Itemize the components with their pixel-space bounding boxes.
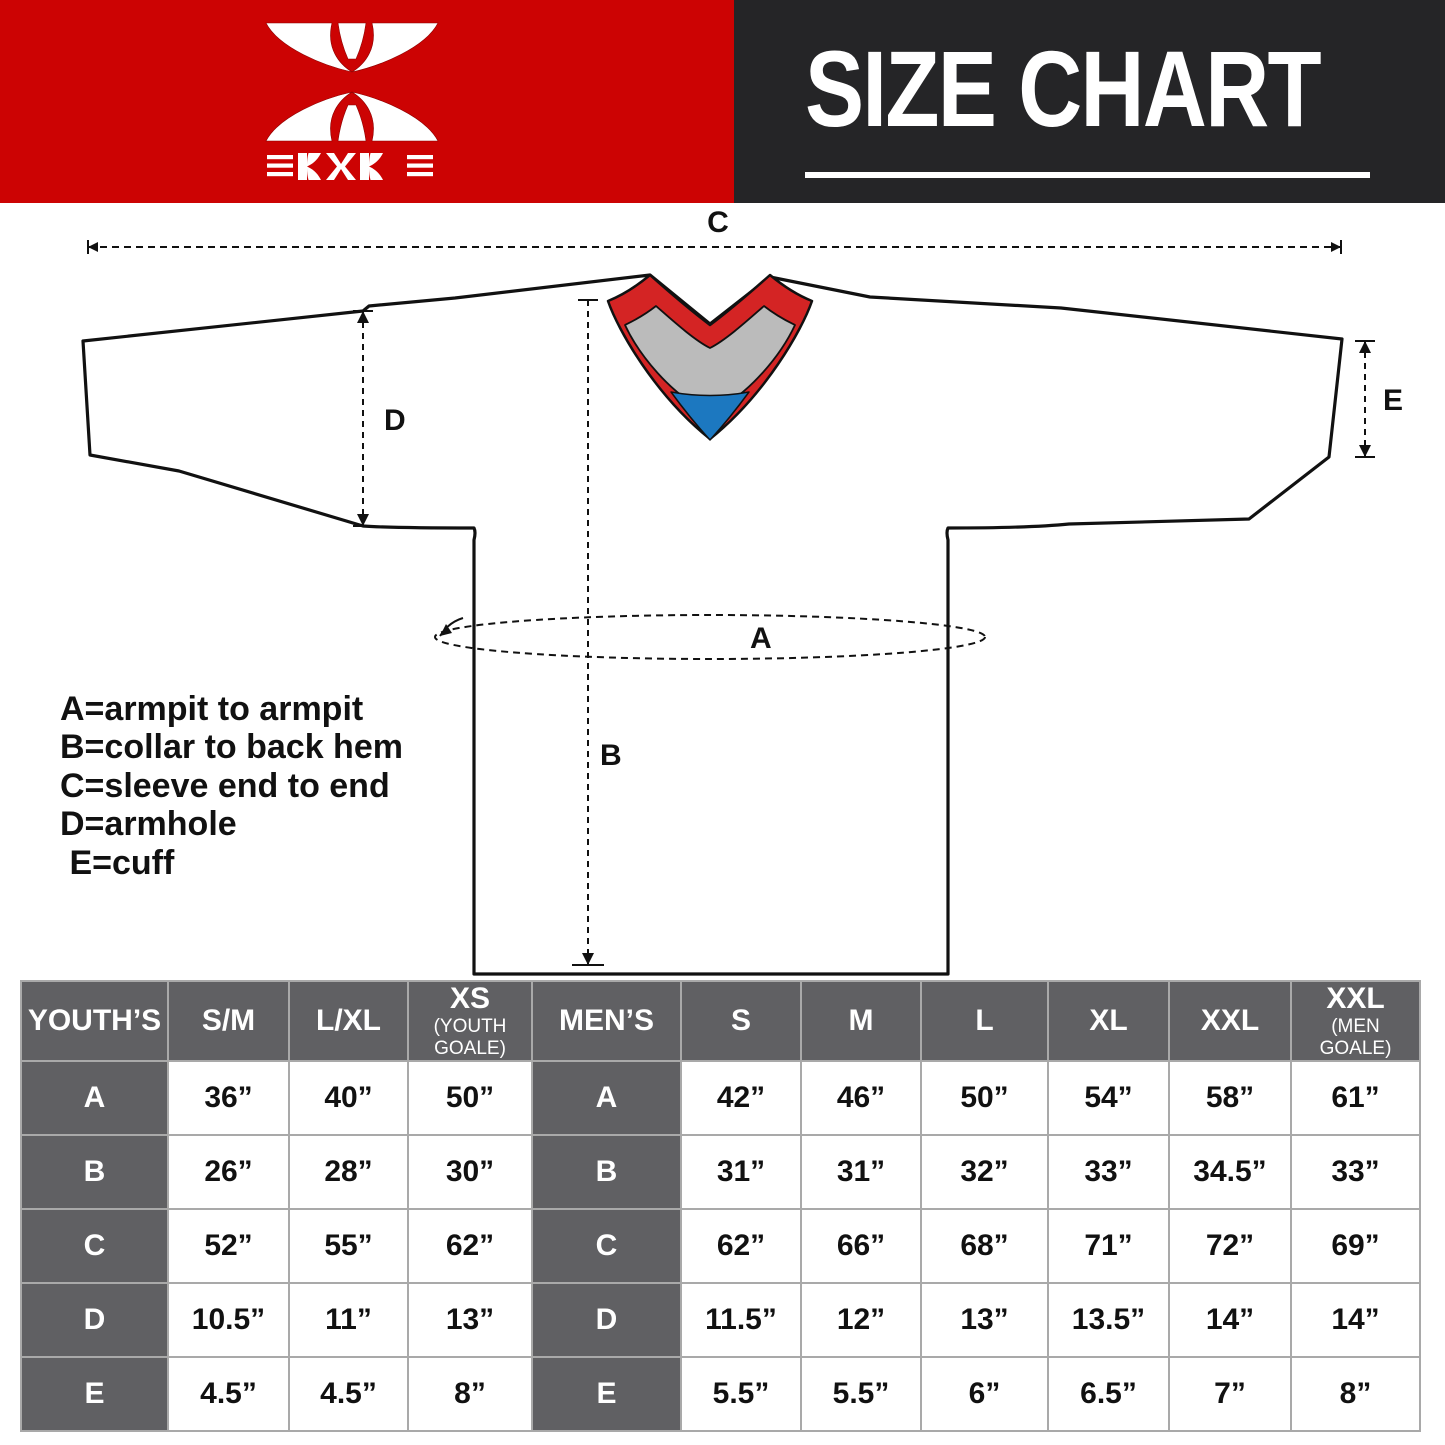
svg-text:E: E (1383, 384, 1403, 417)
svg-text:A: A (750, 622, 772, 655)
svg-text:B: B (600, 739, 622, 772)
svg-text:D: D (384, 404, 406, 437)
svg-text:C: C (707, 206, 729, 239)
